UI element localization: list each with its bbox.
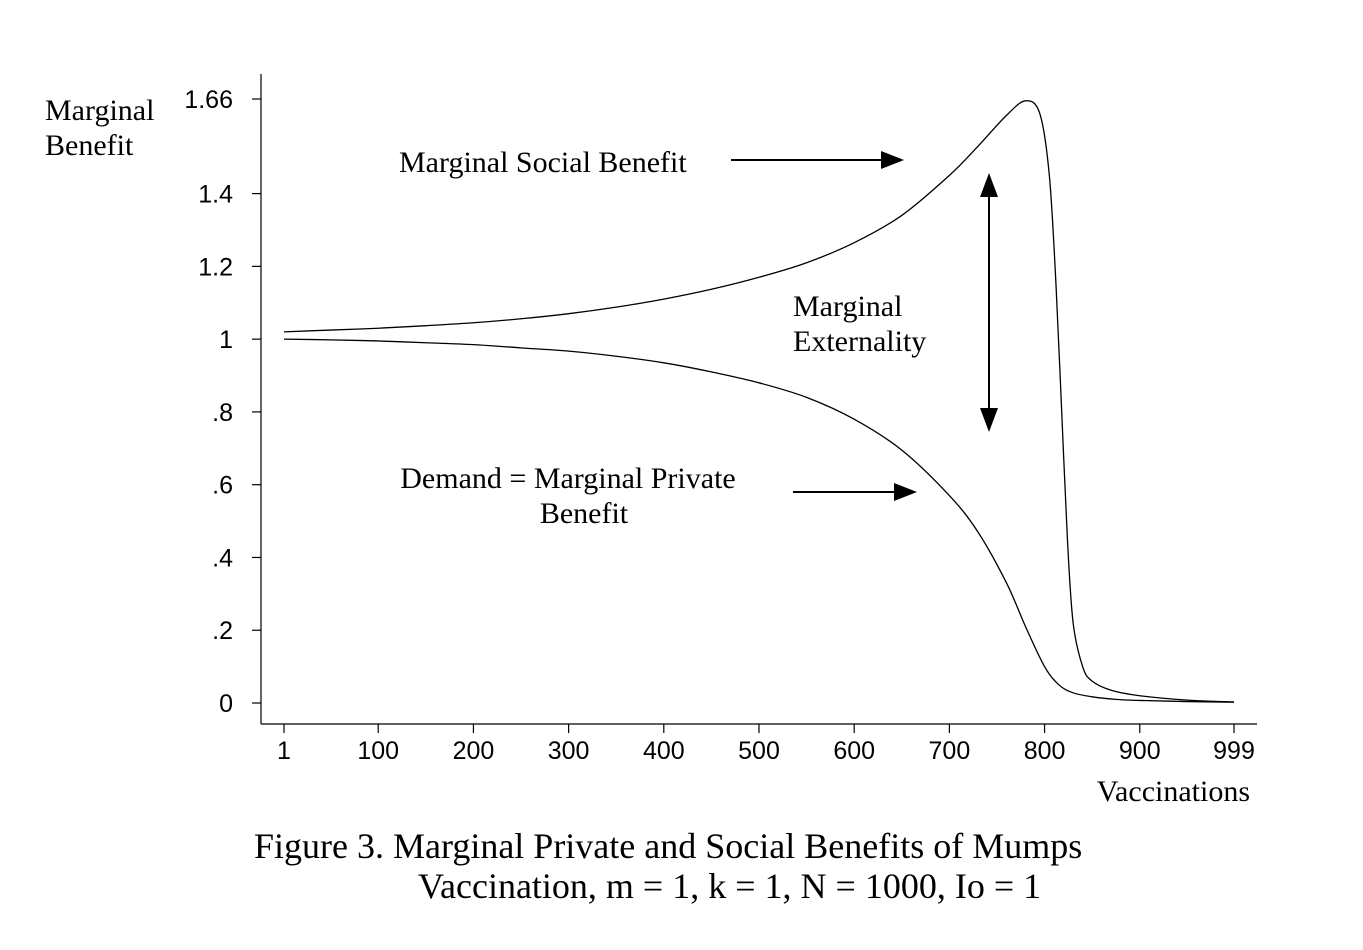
y-tick-label: .8 xyxy=(212,399,233,427)
x-tick-label: 700 xyxy=(929,737,971,765)
social-benefit-arrow xyxy=(731,151,904,169)
private-benefit-label-line-1: Demand = Marginal Private xyxy=(400,462,735,495)
x-tick-label: 999 xyxy=(1213,737,1255,765)
y-tick-label: 1 xyxy=(219,326,233,354)
figure-caption-line-1: Figure 3. Marginal Private and Social Be… xyxy=(254,826,1082,866)
x-tick-label: 900 xyxy=(1119,737,1161,765)
private-benefit-arrow xyxy=(793,483,917,501)
x-tick-label: 1 xyxy=(277,737,291,765)
y-tick-label: .6 xyxy=(212,472,233,500)
x-tick-label: 800 xyxy=(1024,737,1066,765)
x-tick-label: 500 xyxy=(738,737,780,765)
externality-double-arrow xyxy=(980,173,998,432)
y-axis-title-line-2: Benefit xyxy=(45,129,134,162)
x-tick-label: 600 xyxy=(833,737,875,765)
private-benefit-label-line-2: Benefit xyxy=(540,497,629,530)
y-tick-label: 1.4 xyxy=(198,181,233,209)
x-tick-label: 200 xyxy=(453,737,495,765)
x-tick-label: 300 xyxy=(548,737,590,765)
y-tick-label: .4 xyxy=(212,544,233,572)
marginal-private-benefit-line xyxy=(283,338,1235,703)
x-axis-title: Vaccinations xyxy=(1097,775,1250,808)
y-tick-label: .2 xyxy=(212,617,233,645)
x-tick-label: 400 xyxy=(643,737,685,765)
y-tick-label: 0 xyxy=(219,690,233,718)
social-benefit-label: Marginal Social Benefit xyxy=(399,146,687,179)
x-tick-label: 100 xyxy=(357,737,399,765)
series-group xyxy=(283,100,1235,703)
externality-label-line-1: Marginal xyxy=(793,290,902,323)
y-axis-title-line-1: Marginal xyxy=(45,94,154,127)
marginal-social-benefit-line xyxy=(283,100,1235,703)
y-ticks: 0 .2 .4 .6 .8 1 1.2 1.4 1.66 xyxy=(184,86,261,718)
y-tick-label: 1.66 xyxy=(184,86,233,114)
figure-caption-line-2: Vaccination, m = 1, k = 1, N = 1000, Io … xyxy=(418,866,1041,906)
externality-label-line-2: Externality xyxy=(793,325,926,358)
y-tick-label: 1.2 xyxy=(198,253,233,281)
x-ticks: 1 100 200 300 400 500 600 700 800 900 999 xyxy=(277,724,1255,765)
